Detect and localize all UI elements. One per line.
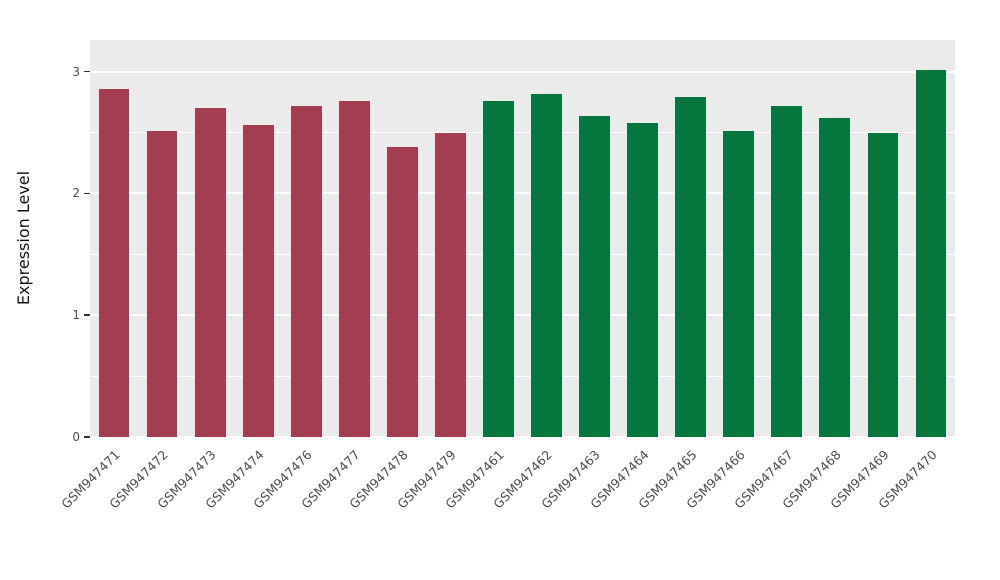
- bar: [675, 97, 707, 437]
- bar: [867, 132, 899, 437]
- bar: [531, 93, 562, 437]
- bar: [146, 131, 178, 437]
- y-tick-label: 3: [72, 64, 80, 79]
- gridline-minor: [90, 132, 955, 134]
- gridline-minor: [90, 375, 955, 377]
- gridline-major: [90, 436, 955, 438]
- bar: [386, 147, 418, 437]
- bar: [338, 100, 370, 437]
- bar: [435, 132, 466, 437]
- bar: [627, 122, 658, 437]
- bar: [290, 105, 322, 437]
- bar: [771, 105, 803, 437]
- gridline-major: [90, 70, 955, 73]
- y-tick-mark: [84, 70, 90, 73]
- gridline-major: [90, 314, 955, 317]
- y-tick-mark: [84, 436, 90, 438]
- bar: [723, 131, 755, 437]
- plot-panel: [90, 40, 955, 438]
- y-tick-mark: [84, 314, 90, 316]
- gridline-major: [90, 192, 955, 195]
- bar: [915, 70, 947, 437]
- bar: [483, 100, 514, 437]
- y-tick-mark: [84, 192, 90, 195]
- y-axis-title-text: Expression Level: [14, 170, 33, 306]
- bar: [819, 117, 851, 437]
- bar: [194, 108, 226, 437]
- bar: [242, 125, 274, 437]
- y-tick-label: 0: [72, 430, 80, 444]
- bar: [579, 115, 610, 437]
- gridline-minor: [90, 253, 955, 255]
- y-tick-label: 1: [72, 308, 80, 323]
- bar: [98, 88, 130, 437]
- y-tick-label: 2: [72, 186, 80, 201]
